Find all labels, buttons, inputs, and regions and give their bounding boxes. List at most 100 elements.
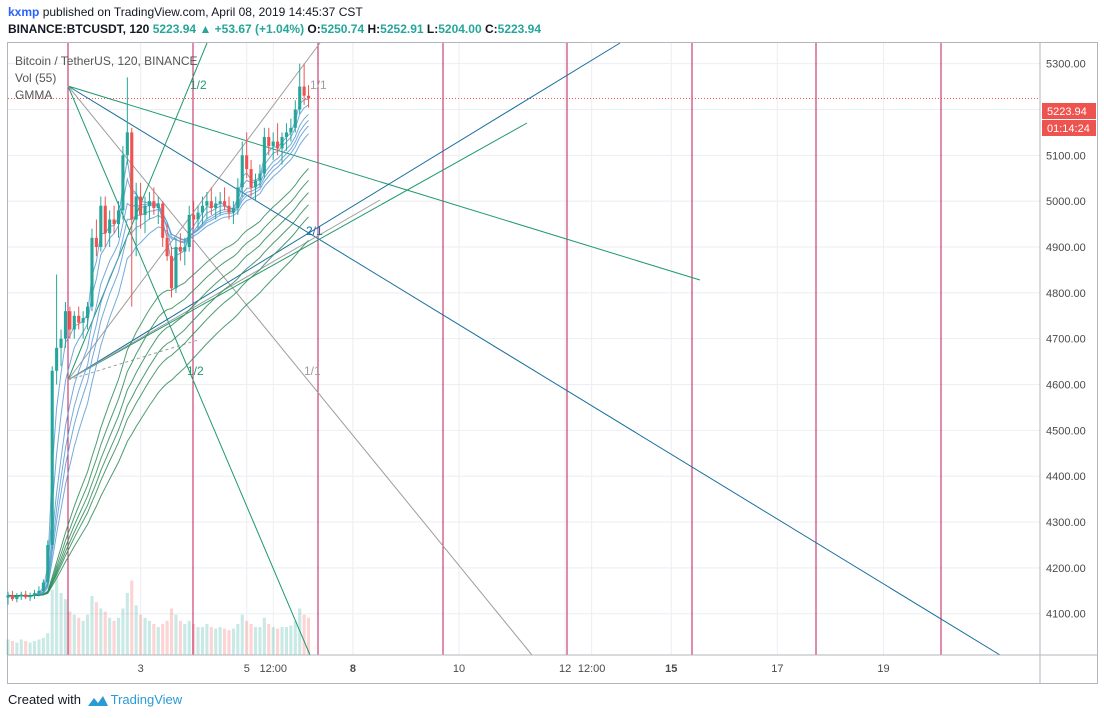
volume-bar [103, 611, 107, 655]
volume-bar [267, 623, 271, 655]
volume-bar [258, 627, 262, 655]
legend-volume[interactable]: Vol (55) [15, 71, 57, 85]
volume-bar [236, 623, 240, 655]
volume-bar [32, 641, 37, 655]
candle-body [50, 370, 54, 545]
volume-bar [6, 639, 10, 655]
volume-bar [161, 623, 165, 655]
volume-bars [6, 565, 311, 655]
volume-bar [90, 596, 94, 655]
ohlc-header: BINANCE:BTCUSDT, 120 5223.94 ▲ +53.67 (+… [8, 22, 541, 36]
candle-body [245, 155, 249, 170]
volume-bar [302, 614, 306, 655]
chart-annotations: 1/2 1/1 1/2 1/1 2/1 [187, 78, 327, 378]
candle-body [231, 208, 235, 213]
trend-line [67, 85, 701, 281]
chart-frame [7, 42, 1098, 684]
candle-body [161, 203, 165, 238]
candle-body [125, 132, 129, 156]
x-tick-label: 15 [665, 663, 677, 675]
y-tick-label: 4800.00 [1046, 288, 1086, 300]
volume-bar [183, 623, 187, 655]
volume-bar [223, 628, 227, 655]
footer-created: Created with [8, 692, 81, 707]
x-tick-label: 12:00 [260, 663, 288, 675]
candle-body [156, 203, 160, 209]
volume-bar [134, 605, 138, 655]
trend-line [67, 122, 528, 381]
volume-bar [86, 614, 90, 655]
tradingview-logo-icon [87, 695, 108, 706]
volume-bar [196, 627, 200, 655]
volume-bar [94, 602, 98, 655]
gmma-short-ema [7, 133, 309, 597]
legend-title[interactable]: Bitcoin / TetherUS, 120, BINANCE [15, 54, 198, 68]
y-tick-label: 4400.00 [1046, 471, 1086, 483]
gmma-long-ema [7, 216, 309, 597]
volume-bar [307, 617, 311, 655]
drawings [8, 42, 1040, 656]
candle-body [200, 205, 205, 213]
candle-body [271, 141, 275, 147]
candle-body [108, 219, 112, 234]
close-label: C: [484, 22, 498, 36]
volume-bar [15, 642, 19, 655]
candle-body [152, 201, 156, 209]
countdown-value: 01:14:24 [1047, 123, 1090, 135]
candle-body [227, 205, 231, 213]
volume-bar [165, 620, 169, 655]
volume-bar [55, 565, 59, 655]
volume-bar [68, 611, 72, 655]
volume-bar [178, 620, 182, 655]
candle-body [46, 544, 50, 583]
publisher-username[interactable]: kxmp [8, 5, 40, 19]
candle-body [147, 201, 151, 206]
grid [8, 43, 1040, 655]
price-chart[interactable]: 4100.00 4200.00 4300.00 4400.00 4500.00 4600.… [0, 0, 1104, 690]
candle-body [178, 247, 182, 252]
volume-bar [293, 620, 297, 655]
volume-bar [253, 627, 258, 655]
volume-bar [139, 614, 143, 655]
footer: Created with TradingView [8, 692, 182, 708]
candle-body [298, 86, 302, 110]
high-value: 5252.91 [380, 22, 424, 36]
candle-body [302, 86, 306, 96]
candle-body [134, 196, 138, 220]
volume-bar [187, 620, 191, 655]
volume-bar [143, 617, 147, 655]
candle-body [10, 595, 14, 600]
volume-bar [130, 580, 134, 655]
volume-bar [147, 620, 151, 655]
candle-body [116, 210, 121, 225]
trend-line [67, 85, 533, 656]
footer-brand[interactable]: TradingView [110, 692, 183, 707]
volume-bar [192, 623, 196, 655]
candle-body [59, 338, 63, 348]
price-tag-value: 5223.94 [1047, 106, 1087, 118]
candles [6, 63, 311, 605]
volume-bar [50, 589, 54, 655]
price-tag-bg [1042, 103, 1096, 119]
axes: 4100.00 4200.00 4300.00 4400.00 4500.00 4600.… [8, 43, 1098, 684]
y-tick-label: 5300.00 [1046, 59, 1086, 71]
legend-gmma[interactable]: GMMA [15, 88, 53, 102]
volume-bar [41, 637, 45, 655]
volume-bar [271, 627, 275, 655]
candle-body [218, 201, 222, 204]
volume-bar [289, 625, 293, 655]
candle-body [19, 594, 23, 597]
volume-bar [121, 608, 125, 655]
volume-bar [112, 620, 116, 655]
volume-bar [81, 620, 85, 655]
volume-bar [231, 628, 235, 655]
price-tag: 5223.94 01:14:24 [1042, 103, 1096, 136]
candle-body [192, 214, 196, 220]
candle-body [86, 306, 90, 319]
volume-bar [174, 614, 178, 655]
volume-bar [214, 628, 218, 655]
volume-bar [227, 630, 231, 655]
volume-bar [77, 617, 81, 655]
volume-bar [276, 628, 280, 655]
volume-bar [46, 633, 50, 655]
